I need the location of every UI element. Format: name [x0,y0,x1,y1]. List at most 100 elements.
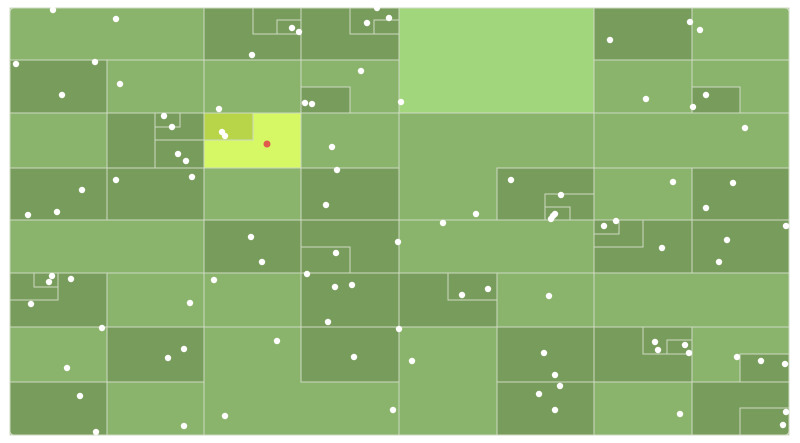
data-point [658,244,666,252]
data-point [389,406,397,414]
cell [9,326,108,383]
cell [691,7,790,61]
data-point [439,219,447,227]
cell [373,19,400,35]
data-point [303,270,311,278]
cell [203,167,302,221]
data-point [295,28,303,36]
data-point [782,408,790,416]
data-point [27,300,35,308]
data-point [180,345,188,353]
data-point [702,204,710,212]
cell [106,167,205,221]
cell [593,272,790,328]
cell [593,112,790,169]
cell [9,219,205,274]
data-point [397,98,405,106]
data-point [394,238,402,246]
data-point [186,299,194,307]
cell [154,112,181,128]
cell [203,219,302,274]
data-point [606,36,614,44]
data-point [324,318,332,326]
data-point [547,215,555,223]
data-point [210,276,218,284]
data-point [458,291,466,299]
data-point [328,143,336,151]
data-point [741,124,749,132]
data-point [557,191,565,199]
data-point [757,357,765,365]
data-point [689,103,697,111]
data-point [258,258,266,266]
data-point [551,210,559,218]
data-point [164,354,172,362]
data-point [373,4,381,12]
data-point [781,360,789,368]
data-point [247,233,255,241]
cell [593,7,693,61]
cell [691,167,790,221]
cell [9,59,108,114]
data-point [332,249,340,257]
data-point [45,278,53,286]
data-point [676,410,684,418]
data-point [669,178,677,186]
data-point [357,67,365,75]
cell [496,381,595,436]
data-point [182,157,190,165]
data-point [685,349,693,357]
cell [9,112,108,169]
data-point [507,176,515,184]
data-point [12,60,20,68]
data-point [686,18,694,26]
data-point [48,272,56,280]
cell [203,59,302,114]
cell [9,381,108,436]
cell [398,326,498,436]
cell [300,112,400,169]
data-point [642,95,650,103]
data-point [248,51,256,59]
data-point [112,176,120,184]
data-point [180,422,188,430]
cell [106,326,205,383]
cell [691,219,790,274]
cell [106,381,205,436]
data-point [221,132,229,140]
cell [106,59,205,114]
cell [398,219,595,274]
data-point [301,99,309,107]
data-point [221,412,229,420]
data-point [702,91,710,99]
data-point [53,208,61,216]
cell [300,246,351,274]
data-point [350,353,358,361]
data-point [67,275,75,283]
data-point [535,390,543,398]
data-point [723,236,731,244]
cell [300,167,400,221]
data-points [12,4,790,436]
data-point [472,210,480,218]
diagram-frame [9,7,790,436]
cell-selected-sub [203,112,254,141]
data-point [188,173,196,181]
data-point [612,217,620,225]
data-point [168,123,176,131]
data-point [395,325,403,333]
cell [300,272,400,328]
data-point [651,338,659,346]
data-point [92,428,100,436]
cell-large-highlight [398,7,595,114]
data-point [556,382,564,390]
data-point [322,201,330,209]
data-point [76,392,84,400]
data-point [49,6,57,14]
cell [496,272,595,328]
cell [9,7,205,61]
data-point [215,105,223,113]
data-point [681,341,689,349]
data-point [363,19,371,27]
